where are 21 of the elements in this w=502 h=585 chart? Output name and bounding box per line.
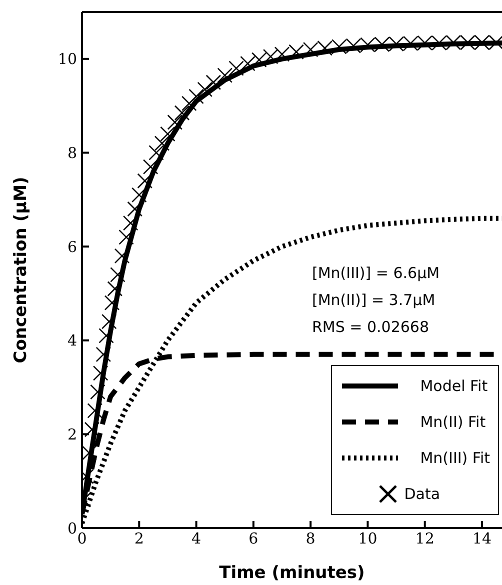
- annotation: [Mn(III)] = 6.6μM: [312, 263, 440, 284]
- legend-label: Mn(III) Fit: [420, 449, 490, 467]
- y-tick-label: 2: [67, 426, 77, 444]
- x-axis-title: Time (minutes): [219, 563, 365, 583]
- y-axis-title: Concentration (μM): [11, 176, 32, 364]
- legend-label: Mn(II) Fit: [420, 413, 486, 431]
- y-tick-label: 6: [67, 238, 77, 256]
- x-tick-label: 8: [306, 530, 316, 548]
- x-tick-label: 10: [358, 530, 378, 548]
- x-tick-label: 12: [415, 530, 434, 548]
- y-tick-label: 8: [67, 144, 77, 162]
- y-tick-label: 10: [58, 50, 77, 68]
- legend-label: Data: [404, 485, 440, 503]
- x-tick-label: 4: [192, 530, 202, 548]
- legend-label: Model Fit: [420, 377, 488, 395]
- annotation: [Mn(II)] = 3.7μM: [312, 290, 436, 311]
- x-tick-label: 6: [248, 530, 258, 548]
- annotation: RMS = 0.02668: [312, 317, 430, 338]
- x-tick-label: 2: [134, 530, 144, 548]
- x-tick-label: 14: [472, 530, 492, 548]
- y-tick-label: 4: [67, 332, 77, 350]
